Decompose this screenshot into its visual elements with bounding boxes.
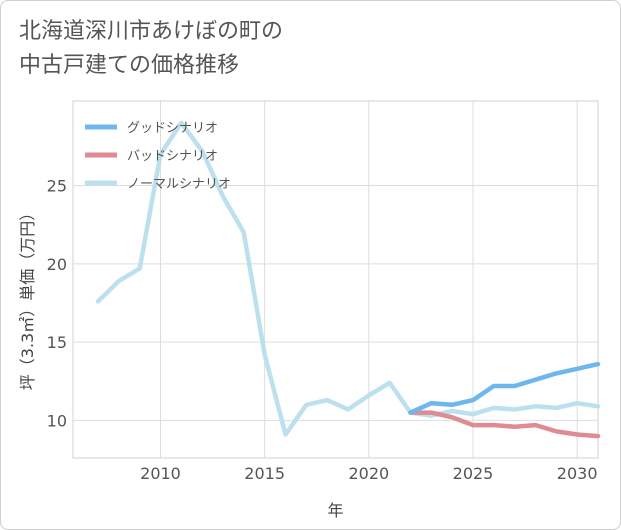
- y-tick-label: 15: [47, 333, 67, 352]
- legend-label: ノーマルシナリオ: [127, 177, 231, 192]
- x-tick-label: 2010: [140, 464, 181, 483]
- y-tick-label: 10: [47, 411, 67, 430]
- series-line: [408, 410, 601, 439]
- x-axis-title: 年: [327, 501, 343, 520]
- x-tick-label: 2015: [244, 464, 285, 483]
- x-tick-label: 2020: [348, 464, 389, 483]
- y-tick-label: 20: [47, 255, 67, 274]
- x-tick-label: 2025: [453, 464, 494, 483]
- series-line: [408, 361, 601, 415]
- plot-frame: [72, 100, 599, 459]
- legend-label: バッドシナリオ: [127, 149, 218, 164]
- chart-title: 北海道深川市あけぼの町の 中古戸建ての価格推移: [19, 19, 284, 78]
- legend-label: グッドシナリオ: [127, 121, 218, 136]
- y-axis-title: 坪（3.3㎡）単価（万円）: [18, 205, 37, 390]
- x-tick-label: 2030: [557, 464, 598, 483]
- y-tick-label: 25: [47, 177, 67, 196]
- series-line: [95, 120, 601, 437]
